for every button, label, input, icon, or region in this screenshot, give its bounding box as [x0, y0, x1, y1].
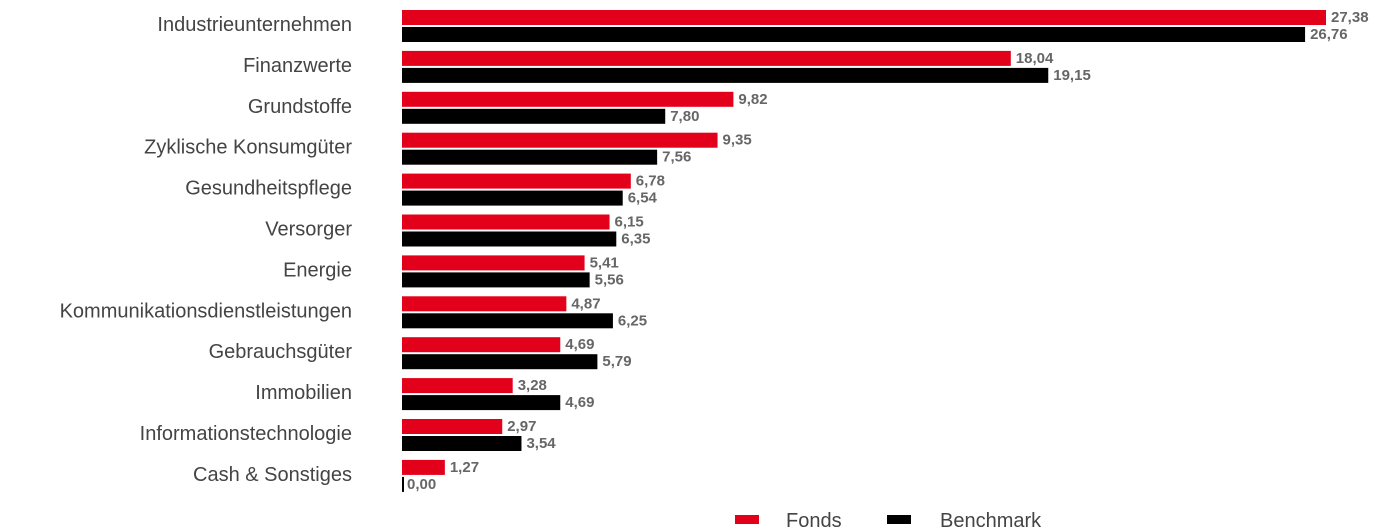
bar-benchmark-cash-sonstiges — [402, 476, 404, 492]
category-label-industrieunternehmen: Industrieunternehmen — [157, 14, 352, 36]
bar-fonds-energie — [402, 255, 585, 271]
value-label-benchmark-gesundheitspflege: 6,54 — [628, 190, 658, 207]
legend-label-benchmark: Benchmark — [940, 510, 1042, 530]
legend: Fonds Benchmark — [735, 510, 1042, 530]
value-label-fonds-industrieunternehmen: 27,38 — [1331, 9, 1369, 26]
category-label-informationstechnologie: Informationstechnologie — [140, 423, 352, 445]
value-label-fonds-grundstoffe: 9,82 — [738, 91, 767, 108]
bar-fonds-finanzwerte — [402, 50, 1011, 66]
bar-benchmark-gesundheitspflege — [402, 190, 623, 206]
bar-benchmark-immobilien — [402, 395, 561, 411]
category-labels: Industrieunternehmen Finanzwerte Grundstof… — [60, 14, 353, 486]
value-label-fonds-zyklische-konsumg-ter: 9,35 — [723, 132, 752, 149]
value-label-fonds-energie: 5,41 — [590, 254, 619, 271]
bar-benchmark-informationstechnologie — [402, 436, 522, 451]
legend-label-fonds: Fonds — [786, 510, 842, 530]
bar-benchmark-zyklische-konsumg-ter — [402, 149, 658, 165]
value-label-benchmark-kommunikationsdienstleistungen: 6,25 — [618, 312, 647, 329]
value-label-fonds-informationstechnologie: 2,97 — [507, 418, 536, 435]
value-label-fonds-finanzwerte: 18,04 — [1016, 50, 1054, 67]
value-label-benchmark-gebrauchsg-ter: 5,79 — [602, 353, 631, 370]
bar-benchmark-versorger — [402, 231, 617, 247]
category-label-grundstoffe: Grundstoffe — [248, 96, 352, 118]
category-label-finanzwerte: Finanzwerte — [243, 55, 352, 77]
value-label-fonds-cash-sonstiges: 1,27 — [450, 459, 479, 476]
category-label-kommunikationsdienstleistungen: Kommunikationsdienstleistungen — [60, 300, 352, 322]
legend-swatch-benchmark — [887, 515, 911, 524]
bar-benchmark-gebrauchsg-ter — [402, 354, 598, 370]
category-label-energie: Energie — [283, 259, 352, 281]
value-label-benchmark-finanzwerte: 19,15 — [1053, 67, 1091, 84]
value-label-fonds-gesundheitspflege: 6,78 — [636, 173, 665, 190]
category-label-gesundheitspflege: Gesundheitspflege — [185, 178, 352, 200]
category-label-cash-sonstiges: Cash & Sonstiges — [193, 464, 352, 486]
legend-swatch-fonds — [735, 515, 759, 524]
bar-fonds-industrieunternehmen — [402, 10, 1326, 25]
value-label-benchmark-zyklische-konsumg-ter: 7,56 — [662, 149, 691, 166]
bar-fonds-immobilien — [402, 378, 513, 394]
bar-benchmark-finanzwerte — [402, 67, 1049, 83]
value-label-benchmark-versorger: 6,35 — [621, 231, 650, 248]
value-label-benchmark-cash-sonstiges: 0,00 — [407, 476, 436, 493]
bar-fonds-zyklische-konsumg-ter — [402, 132, 718, 148]
bar-fonds-versorger — [402, 214, 610, 230]
bar-benchmark-industrieunternehmen — [402, 27, 1306, 42]
bar-benchmark-energie — [402, 272, 590, 288]
value-label-benchmark-immobilien: 4,69 — [565, 394, 594, 411]
bar-fonds-cash-sonstiges — [402, 459, 445, 475]
bar-fonds-kommunikationsdienstleistungen — [402, 296, 567, 312]
bar-fonds-gesundheitspflege — [402, 173, 631, 189]
category-label-zyklische-konsumg-ter: Zyklische Konsumgüter — [144, 137, 352, 159]
bar-fonds-informationstechnologie — [402, 419, 503, 434]
bars-group — [402, 10, 1326, 492]
value-label-benchmark-grundstoffe: 7,80 — [670, 108, 699, 125]
value-label-benchmark-industrieunternehmen: 26,76 — [1310, 26, 1348, 43]
value-label-benchmark-informationstechnologie: 3,54 — [526, 435, 556, 452]
category-label-gebrauchsg-ter: Gebrauchsgüter — [209, 341, 353, 363]
bar-fonds-gebrauchsg-ter — [402, 337, 561, 353]
value-label-fonds-versorger: 6,15 — [615, 214, 644, 231]
bar-benchmark-kommunikationsdienstleistungen — [402, 313, 613, 329]
bar-fonds-grundstoffe — [402, 91, 734, 107]
value-label-fonds-immobilien: 3,28 — [518, 377, 547, 394]
category-label-immobilien: Immobilien — [255, 382, 352, 404]
category-label-versorger: Versorger — [265, 219, 352, 241]
bar-benchmark-grundstoffe — [402, 108, 666, 124]
value-label-benchmark-energie: 5,56 — [595, 271, 624, 288]
value-label-fonds-gebrauchsg-ter: 4,69 — [565, 336, 594, 353]
value-label-fonds-kommunikationsdienstleistungen: 4,87 — [571, 295, 600, 312]
